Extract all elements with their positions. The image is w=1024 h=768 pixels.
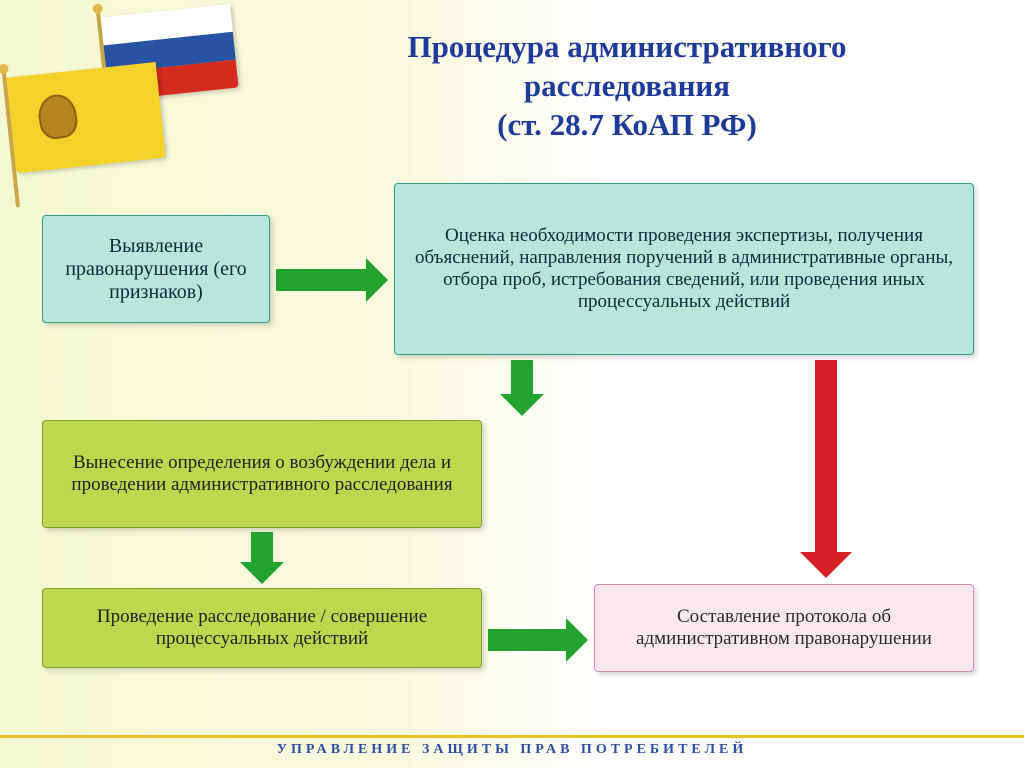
slide: Процедура административного расследовани… <box>0 0 1024 768</box>
node-label: Выявление правонарушения (его признаков) <box>55 235 257 304</box>
node-conduct-investigation: Проведение расследование / совершение пр… <box>42 588 482 668</box>
node-label: Проведение расследование / совершение пр… <box>55 606 469 650</box>
footer-bar: УПРАВЛЕНИЕ ЗАЩИТЫ ПРАВ ПОТРЕБИТЕЛЕЙ <box>0 735 1024 758</box>
flag-regional <box>6 62 165 173</box>
flag-group <box>0 0 280 221</box>
arrow-down-icon <box>240 532 284 584</box>
coat-of-arms-icon <box>36 92 80 141</box>
arrow-right-icon <box>488 618 588 662</box>
node-draft-protocol: Составление протокола об административно… <box>594 584 974 672</box>
slide-title: Процедура административного расследовани… <box>270 28 984 144</box>
node-label: Вынесение определения о возбуждении дела… <box>55 452 469 496</box>
node-issue-determination: Вынесение определения о возбуждении дела… <box>42 420 482 528</box>
title-line-1: Процедура административного <box>270 28 984 67</box>
flag-finial <box>92 3 103 14</box>
arrow-down-icon <box>800 360 852 578</box>
title-line-2: расследования <box>270 67 984 106</box>
node-identify-offense: Выявление правонарушения (его признаков) <box>42 215 270 323</box>
node-assess-need: Оценка необходимости проведения эксперти… <box>394 183 974 355</box>
footer-text: УПРАВЛЕНИЕ ЗАЩИТЫ ПРАВ ПОТРЕБИТЕЛЕЙ <box>277 742 747 757</box>
node-label: Составление протокола об административно… <box>607 606 961 650</box>
arrow-down-icon <box>500 360 544 416</box>
flag-finial <box>0 63 9 74</box>
title-line-3: (ст. 28.7 КоАП РФ) <box>270 106 984 145</box>
arrow-right-icon <box>276 258 388 302</box>
node-label: Оценка необходимости проведения эксперти… <box>407 225 961 313</box>
